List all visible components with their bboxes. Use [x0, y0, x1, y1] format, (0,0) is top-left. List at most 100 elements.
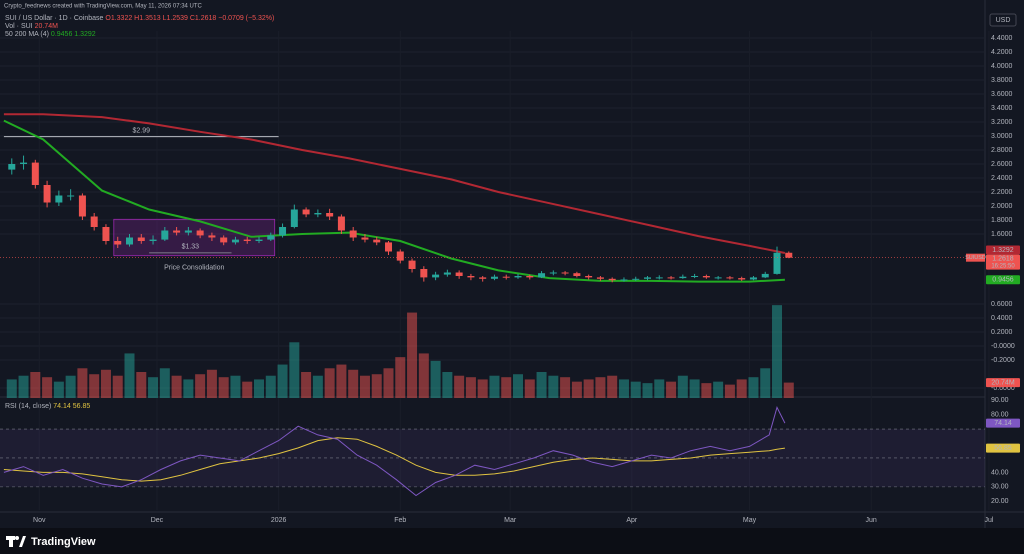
candle-body — [373, 239, 381, 243]
rsi-tick-label: 80.00 — [991, 411, 1009, 418]
volume-label: Vol · SUI — [5, 23, 33, 30]
y-tick-label: 4.2000 — [991, 49, 1013, 56]
candle-body — [490, 276, 498, 279]
candle-body — [644, 277, 652, 279]
volume-bar — [218, 377, 229, 398]
candle-body — [549, 272, 557, 274]
volume-bar — [136, 372, 147, 398]
volume-bar — [430, 360, 441, 398]
rsi-tick-label: 40.00 — [991, 469, 1009, 476]
x-tick-label: Apr — [626, 517, 638, 524]
rsi-tag-bg — [986, 418, 1020, 428]
candle-body — [702, 276, 710, 278]
volume-bar — [383, 368, 394, 398]
candle-body — [279, 227, 287, 236]
volume-bar — [254, 379, 265, 398]
volume-bar — [607, 375, 618, 398]
y-tick-label: 2.8000 — [991, 147, 1013, 154]
candle-body — [173, 230, 181, 233]
logo-dot — [15, 536, 19, 540]
candle-body — [196, 230, 204, 236]
candle-body — [337, 216, 345, 231]
symbol-tag: SUIUSD — [965, 255, 986, 261]
volume-bar — [489, 375, 500, 398]
x-tick-label: Mar — [504, 517, 517, 524]
candle-body — [396, 251, 404, 261]
volume-bar — [442, 372, 453, 398]
volume-bar — [560, 377, 571, 398]
volume-bar — [642, 383, 653, 398]
volume-bar — [465, 377, 476, 398]
level-label: $1.33 — [182, 244, 200, 251]
candle-body — [561, 272, 569, 274]
candle-body — [90, 216, 98, 227]
rsi-tick-label: 30.00 — [991, 484, 1009, 491]
credit: Crypto_feednews created with TradingView… — [4, 4, 203, 10]
currency[interactable]: USD — [996, 17, 1011, 24]
volume-bar — [371, 374, 382, 398]
currency-button[interactable] — [989, 13, 1017, 27]
volume-bar — [171, 375, 182, 398]
volume-bar — [65, 375, 76, 398]
y-tick-label: 2.4000 — [991, 175, 1013, 182]
volume-bar — [677, 375, 688, 398]
volume-bar — [772, 305, 783, 398]
candle-body — [691, 276, 699, 277]
y-tick-label: 0.4000 — [991, 315, 1013, 322]
volume-bar — [783, 382, 794, 398]
volume-bar — [277, 364, 288, 398]
volume-bar — [454, 375, 465, 398]
y-tick-label: 0.2000 — [991, 329, 1013, 336]
volume-bar — [312, 375, 323, 398]
rsi-ma-tag: 56.85 — [994, 445, 1012, 452]
volume-bar — [713, 381, 724, 398]
candle-body — [632, 278, 640, 280]
volume-bar — [654, 379, 665, 398]
y-tick-label: 3.6000 — [991, 91, 1013, 98]
volume-bar — [206, 369, 217, 398]
y-tick-label: 1.6000 — [991, 231, 1013, 238]
y-tick-label: 2.0000 — [991, 203, 1013, 210]
brand: TradingView — [31, 536, 96, 548]
y-tick-label: 3.2000 — [991, 119, 1013, 126]
x-tick-label: May — [743, 517, 757, 524]
x-tick-label: Nov — [33, 517, 46, 524]
volume-value: 20.74M — [35, 23, 59, 30]
candle-body — [326, 213, 334, 217]
logo-stem — [9, 536, 13, 547]
y-tick-label: 1.8000 — [991, 217, 1013, 224]
candle-body — [467, 276, 475, 278]
volume-bar — [230, 375, 241, 398]
volume-bar — [748, 377, 759, 398]
rsi-legend: RSI (14, close) 74.14 56.85 — [5, 403, 90, 410]
candle-body — [243, 239, 251, 241]
candle-body — [149, 239, 157, 241]
rsi-tag: 74.14 — [994, 420, 1012, 427]
volume-bar — [124, 353, 135, 398]
x-tick-label: Jun — [866, 517, 877, 524]
ma50-tag: 0.9456 — [992, 277, 1014, 284]
symbol-legend: SUI / US Dollar · 1D · Coinbase O1.3322 … — [5, 15, 274, 22]
y-tick-label: 4.4000 — [991, 35, 1013, 42]
volume-bar — [407, 312, 418, 398]
candle-body — [785, 252, 793, 258]
symbol-tag-bg — [966, 253, 985, 262]
volume-bar — [477, 379, 488, 398]
ma200-tag-bg — [986, 245, 1020, 255]
candle-body — [20, 162, 28, 164]
volume-bar — [701, 383, 712, 398]
candle-body — [8, 164, 16, 170]
candle-body — [43, 185, 51, 203]
candle-body — [667, 277, 675, 279]
volume-tag-bg — [986, 378, 1020, 388]
candle-body — [596, 277, 604, 279]
x-tick-label: Feb — [394, 517, 406, 524]
volume-bar — [100, 369, 111, 398]
candle-body — [102, 227, 110, 241]
candle-body — [726, 277, 734, 279]
candle-body — [314, 213, 322, 215]
y-tick-label: 3.8000 — [991, 77, 1013, 84]
candle-body — [114, 241, 122, 245]
